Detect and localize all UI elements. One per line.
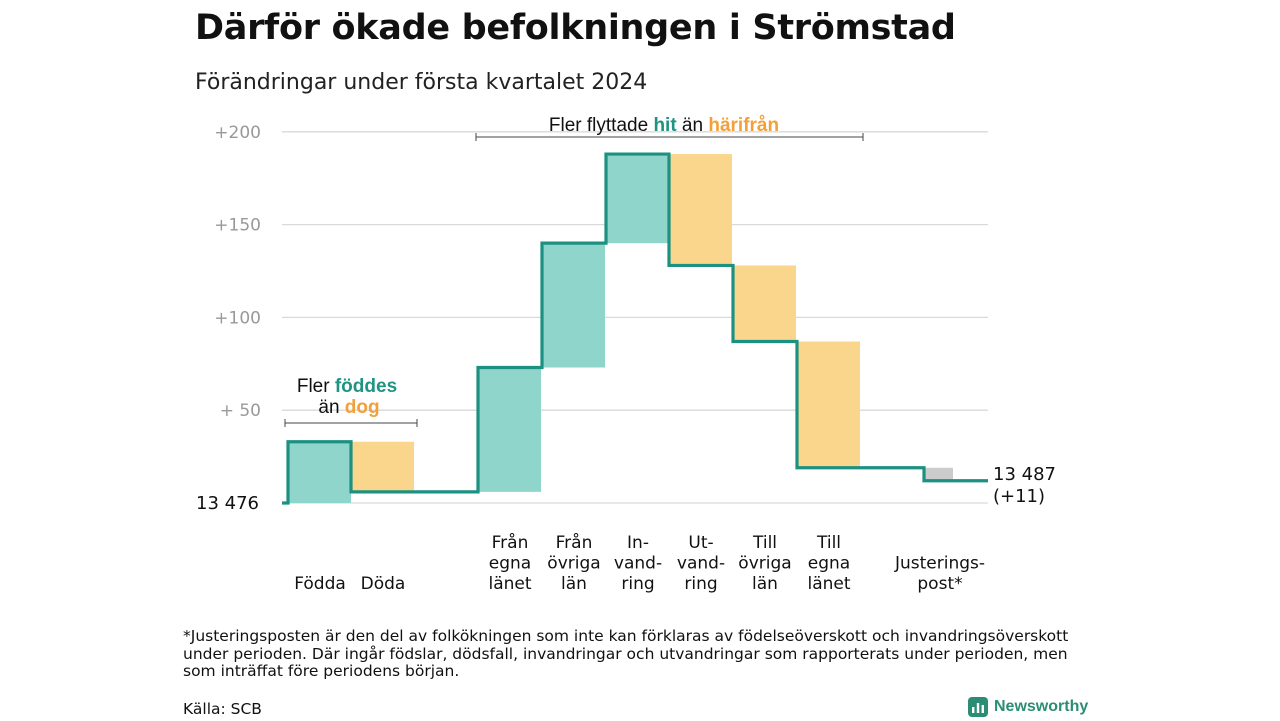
category-label: post* [917,574,962,594]
annotation-births-part: Fler [297,376,335,397]
chart-subtitle: Förändringar under första kvartalet 2024 [195,70,648,95]
annotation-deaths: än dog [318,397,379,418]
category-label: ring [621,574,654,594]
category-label: län [561,574,587,594]
annotation-migration: Fler flyttade hit än härifrån [549,115,779,136]
annotation-migration-part: härifrån [708,115,779,136]
end-change-label: (+11) [993,486,1045,507]
category-label: egna [808,554,850,574]
bar-2 [351,441,414,492]
category-label: övriga [547,554,600,574]
annotation-births: Fler föddes [297,376,397,397]
annotation-migration-part: hit [653,115,677,136]
bar-4 [542,243,605,368]
y-tick-label: +150 [214,216,261,236]
bar-7 [733,265,796,342]
y-tick-label: +200 [214,123,261,143]
category-label: Till [816,533,841,553]
bar-6 [669,154,732,266]
category-label: länet [807,574,850,594]
chart-title: Därför ökade befolkningen i Strömstad [195,8,956,48]
brand-name: Newsworthy [994,698,1089,715]
category-label: Döda [361,574,406,594]
source-note: Källa: SCB [183,700,262,718]
annotation-migration-part: Fler flyttade [549,115,654,136]
brand-logo: Newsworthy [968,696,1088,718]
category-label: länet [488,574,531,594]
category-label: Till [752,533,777,553]
category-label: Ut- [688,533,713,553]
bar-5 [606,154,669,244]
running-total-line [282,152,988,505]
category-label: In- [627,533,649,553]
category-label: vand- [677,554,725,574]
annotation-migration-part: än [677,115,709,136]
newsworthy-logo-icon [968,697,988,717]
category-label: Från [556,532,593,553]
start-value-label: 13 476 [196,493,259,514]
annotation-births-part: föddes [335,376,397,397]
annotation-deaths-part: dog [345,397,380,418]
category-label: ring [684,574,717,594]
y-tick-label: +100 [214,308,261,328]
category-label: län [752,574,778,594]
bar-1 [288,441,351,503]
bar-9 [924,467,953,481]
bar-8 [797,341,860,468]
footnote: *Justeringsposten är den del av folkökni… [183,627,1069,680]
category-label: Födda [294,574,346,594]
category-label: Justerings- [894,554,985,574]
category-label: Från [492,532,529,553]
category-label: egna [489,554,531,574]
category-label: övriga [738,554,791,574]
bar-3 [478,367,541,492]
annotation-deaths-part: än [318,397,344,418]
end-value-label: 13 487 [993,464,1056,485]
category-label: vand- [614,554,662,574]
y-tick-label: + 50 [220,401,261,421]
